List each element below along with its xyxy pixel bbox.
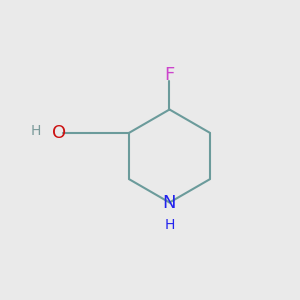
Text: N: N <box>163 194 176 211</box>
Text: H: H <box>164 218 175 232</box>
Text: O: O <box>52 124 66 142</box>
Text: F: F <box>164 66 175 84</box>
Text: H: H <box>31 124 41 138</box>
